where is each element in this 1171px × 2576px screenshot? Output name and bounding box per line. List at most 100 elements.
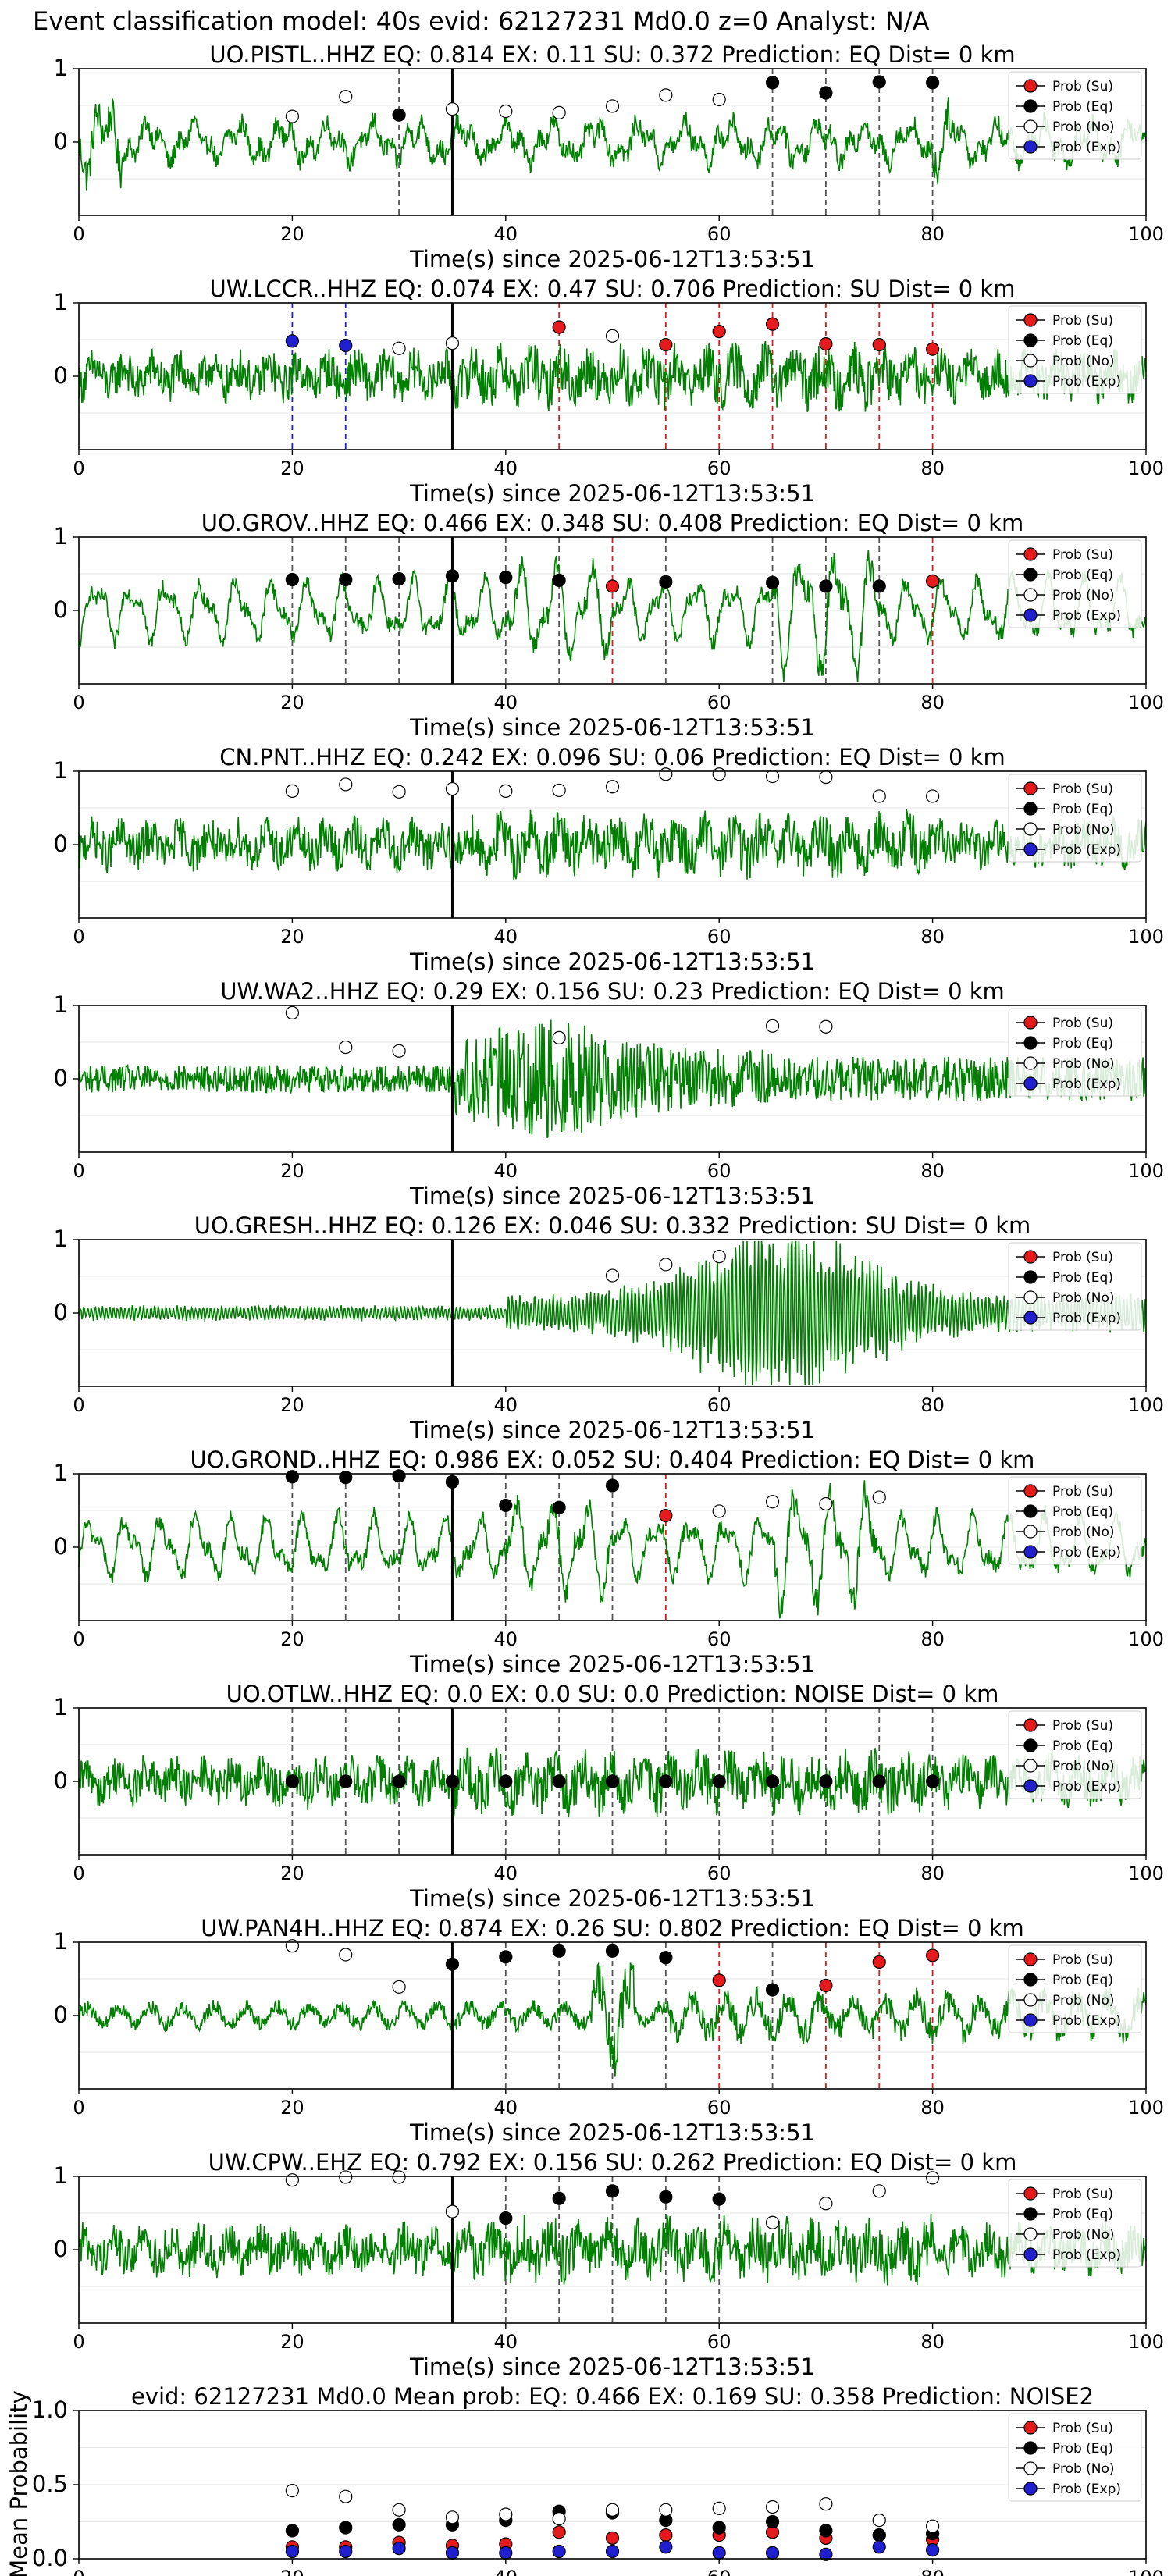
- legend-label: Prob (Su): [1052, 1016, 1113, 1031]
- prob-point-eq: [285, 572, 299, 587]
- legend-marker-exp: [1023, 842, 1038, 856]
- legend-marker-eq: [1023, 802, 1038, 816]
- prob-point-no: [659, 88, 673, 102]
- waveform-trace: [78, 97, 1147, 191]
- x-tick-label: 100: [1128, 2567, 1164, 2576]
- prob-point-eq: [499, 1774, 513, 1788]
- prob-point-no: [552, 1030, 566, 1044]
- legend-box: [1008, 71, 1142, 160]
- y-axis-label: Mean Probability: [5, 2390, 32, 2576]
- mean-prob-point-su: [659, 2528, 673, 2542]
- panel-title: UO.GROND..HHZ EQ: 0.986 EX: 0.052 SU: 0.…: [190, 1446, 1035, 1473]
- x-axis-label: Time(s) since 2025-06-12T13:53:51: [409, 714, 815, 741]
- x-tick-label: 40: [494, 926, 518, 948]
- legend-marker-no: [1023, 1525, 1038, 1539]
- legend-marker-no: [1023, 1290, 1038, 1304]
- prob-point-eq: [392, 571, 406, 586]
- mean-prob-point-su: [552, 2525, 566, 2539]
- x-tick-label: 40: [494, 2567, 518, 2576]
- panel-10: UW.CPW..EHZ EQ: 0.792 EX: 0.156 SU: 0.26…: [54, 2149, 1164, 2380]
- x-axis-label: Time(s) since 2025-06-12T13:53:51: [409, 1183, 815, 1209]
- mean-prob-point-exp: [499, 2546, 513, 2560]
- x-tick-label: 100: [1128, 926, 1164, 948]
- prob-point-eq: [605, 1944, 620, 1958]
- x-tick-label: 80: [920, 2097, 945, 2119]
- prob-point-no: [925, 789, 940, 803]
- axes-frame: [78, 1473, 1147, 1621]
- legend-label: Prob (Exp): [1052, 1779, 1121, 1795]
- mean-prob-point-exp: [872, 2540, 886, 2554]
- prob-point-su: [552, 320, 566, 334]
- x-tick-label: 60: [707, 2097, 731, 2119]
- legend-label: Prob (Su): [1052, 79, 1113, 94]
- panel-6: UO.GRESH..HHZ EQ: 0.126 EX: 0.046 SU: 0.…: [54, 1212, 1164, 1443]
- prob-point-exp: [339, 338, 353, 353]
- y-tick-label: 0: [54, 2236, 68, 2262]
- prob-point-eq: [392, 108, 406, 122]
- panel-3: UO.GROV..HHZ EQ: 0.466 EX: 0.348 SU: 0.4…: [54, 510, 1164, 741]
- x-tick-label: 20: [280, 692, 304, 713]
- legend-box: [1008, 2179, 1142, 2268]
- x-axis-label: Time(s) since 2025-06-12T13:53:51: [409, 246, 815, 272]
- x-tick-label: 60: [707, 926, 731, 948]
- legend-label: Prob (Eq): [1052, 1973, 1113, 1988]
- x-tick-label: 80: [920, 1160, 945, 1182]
- x-tick-label: 60: [707, 1160, 731, 1182]
- legend-marker-eq: [1023, 2207, 1038, 2221]
- x-tick-label: 20: [280, 2567, 304, 2576]
- prob-point-no: [392, 785, 406, 799]
- mean-prob-point-no: [765, 2500, 780, 2514]
- mean-prob-point-eq: [285, 2524, 299, 2538]
- mean-prob-point-no: [605, 2503, 620, 2517]
- legend-marker-eq: [1023, 1036, 1038, 1050]
- legend-label: Prob (Exp): [1052, 842, 1121, 858]
- legend-marker-su: [1023, 1250, 1038, 1264]
- prob-point-no: [339, 1040, 353, 1055]
- x-tick-label: 20: [280, 223, 304, 245]
- prob-point-su: [819, 337, 833, 351]
- prob-point-eq: [765, 1983, 780, 1997]
- prob-point-no: [552, 783, 566, 798]
- prob-point-eq: [339, 1471, 353, 1485]
- legend-marker-no: [1023, 1056, 1038, 1070]
- prob-point-eq: [552, 573, 566, 588]
- prob-point-eq: [872, 75, 886, 89]
- legend-marker-no: [1023, 2227, 1038, 2241]
- x-tick-label: 60: [707, 1394, 731, 1416]
- mean-prob-point-exp: [339, 2544, 353, 2559]
- x-tick-label: 80: [920, 1863, 945, 1884]
- mean-prob-point-no: [392, 2503, 406, 2517]
- legend-label: Prob (Su): [1052, 2186, 1113, 2202]
- panel-title: UW.LCCR..HHZ EQ: 0.074 EX: 0.47 SU: 0.70…: [210, 276, 1016, 302]
- panel-9: UW.PAN4H..HHZ EQ: 0.874 EX: 0.26 SU: 0.8…: [54, 1915, 1164, 2146]
- x-tick-label: 100: [1128, 1160, 1164, 1182]
- x-tick-label: 60: [707, 2331, 731, 2353]
- prob-point-no: [712, 92, 726, 107]
- prob-point-no: [872, 1490, 886, 1504]
- prob-point-eq: [605, 1774, 620, 1788]
- legend-label: Prob (No): [1052, 1290, 1115, 1306]
- axes-frame: [78, 2410, 1147, 2560]
- legend-label: Prob (Su): [1052, 2421, 1113, 2436]
- prob-point-no: [339, 2170, 353, 2184]
- x-tick-label: 80: [920, 2567, 945, 2576]
- legend-label: Prob (Exp): [1052, 374, 1121, 390]
- legend-marker-su: [1023, 1016, 1038, 1030]
- x-tick-label: 40: [494, 223, 518, 245]
- x-axis-label: Time(s) since 2025-06-12T13:53:51: [409, 1651, 815, 1678]
- prob-point-exp: [285, 334, 299, 348]
- x-tick-label: 40: [494, 692, 518, 713]
- prob-point-no: [605, 99, 620, 113]
- prob-point-no: [659, 1258, 673, 1272]
- y-tick-label: 1: [54, 1694, 68, 1720]
- axes-frame: [78, 1005, 1147, 1153]
- legend-box: [1008, 1008, 1142, 1097]
- panel-1: UO.PISTL..HHZ EQ: 0.814 EX: 0.11 SU: 0.3…: [54, 41, 1164, 272]
- prob-point-no: [765, 1495, 780, 1509]
- legend-box: [1008, 1710, 1142, 1799]
- prob-point-eq: [765, 76, 780, 90]
- mean-prob-point-no: [659, 2503, 673, 2517]
- x-tick-label: 0: [73, 1160, 84, 1182]
- mean-prob-point-no: [339, 2489, 353, 2503]
- prob-point-eq: [712, 2192, 726, 2206]
